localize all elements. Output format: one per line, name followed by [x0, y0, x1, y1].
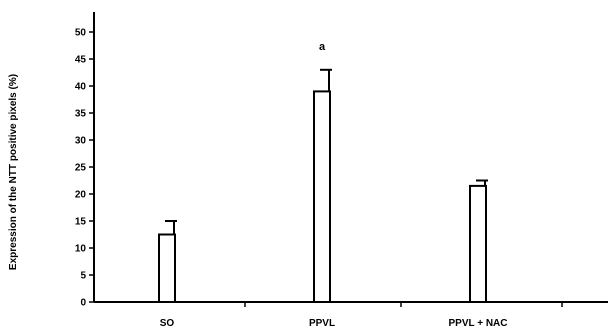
bar: [313, 90, 331, 304]
y-tick-label: 5: [80, 271, 86, 282]
y-tick-label: 40: [75, 82, 87, 93]
y-axis-title: Expression of the NTT positive pixels (%…: [8, 74, 19, 270]
bar: [469, 184, 487, 303]
y-axis-title-group: Expression of the NTT positive pixels (%…: [8, 74, 19, 270]
y-tick-label: 20: [75, 190, 87, 201]
y-tick-label: 25: [75, 163, 87, 174]
y-tick-label: 15: [75, 217, 87, 228]
y-tick-label: 45: [75, 55, 87, 66]
x-category-label: SO: [160, 318, 175, 329]
y-tick-label: 50: [75, 28, 87, 39]
y-tick-label: 0: [80, 298, 86, 309]
y-tick-label: 35: [75, 109, 87, 120]
x-category-label: PPVL + NAC: [449, 318, 508, 329]
x-category-label: PPVL: [309, 318, 335, 329]
plot-area: 0 5 10 15 20 25 30 35 40 45 50 SO PPVL PPVL + NAC a: [75, 12, 608, 329]
bar: [158, 233, 176, 303]
significance-marker: a: [319, 41, 326, 53]
y-tick-label: 10: [75, 244, 87, 255]
y-tick-label: 30: [75, 136, 87, 147]
